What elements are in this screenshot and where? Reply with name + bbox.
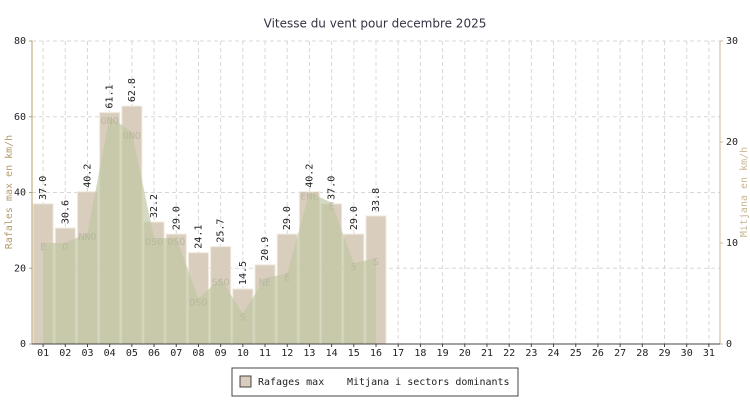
x-tick-label: 03: [81, 348, 93, 359]
sector-label: OSO: [189, 298, 207, 309]
x-tick-label: 21: [481, 348, 493, 359]
data-label: 29.0: [171, 206, 182, 230]
x-tick-label: 27: [614, 348, 626, 359]
x-tick-label: 12: [281, 348, 293, 359]
legend-swatch: [239, 375, 252, 388]
data-label: 24.1: [193, 225, 204, 249]
x-tick-label: 29: [658, 348, 670, 359]
sector-label: ENE: [300, 192, 318, 203]
x-tick-label: 23: [525, 348, 537, 359]
x-tick-label: 01: [37, 348, 49, 359]
area: [43, 116, 377, 344]
y2-tick-label: 20: [726, 137, 738, 148]
x-tick-label: 25: [570, 348, 582, 359]
y-tick-label: 20: [14, 263, 26, 274]
x-tick-label: 28: [636, 348, 648, 359]
data-label: 14.5: [238, 261, 249, 285]
y-axis-label: Rafales max en km/h: [4, 135, 15, 249]
x-tick-label: 16: [370, 348, 382, 359]
data-label: 33.8: [371, 188, 382, 212]
sector-label: NNO: [78, 232, 96, 243]
x-tick-label: 06: [148, 348, 160, 359]
legend-box: [231, 367, 519, 397]
sector-label: S: [240, 313, 246, 324]
x-tick-label: 31: [703, 348, 715, 359]
y2-tick-label: 30: [726, 36, 738, 47]
x-tick-label: 19: [437, 348, 449, 359]
data-label: 37.0: [327, 176, 338, 200]
sector-label: E: [40, 242, 46, 253]
y2-axis-label: Mitjana en km/h: [739, 147, 750, 237]
data-label: 61.1: [105, 84, 116, 108]
chart-title: Vitesse du vent pour decembre 2025: [264, 17, 487, 31]
x-tick-label: 08: [192, 348, 204, 359]
data-label: 40.2: [82, 164, 93, 188]
x-tick-label: 17: [392, 348, 404, 359]
y-tick-label: 80: [14, 36, 26, 47]
data-label: 29.0: [349, 206, 360, 230]
sector-label: OSO: [167, 237, 185, 248]
sector-label: SSO: [212, 277, 230, 288]
x-tick-label: 02: [59, 348, 71, 359]
x-tick-label: 26: [592, 348, 604, 359]
sector-label: NE: [259, 277, 271, 288]
data-label: 25.7: [216, 219, 227, 243]
y2-tick-label: 10: [726, 238, 738, 249]
x-tick-label: 15: [348, 348, 360, 359]
x-tick-label: 04: [104, 348, 116, 359]
sector-label: E: [284, 272, 290, 283]
y-tick-label: 40: [14, 188, 26, 199]
sector-label: S: [373, 257, 379, 268]
y-tick-label: 60: [14, 112, 26, 123]
sector-label: ONO: [123, 131, 141, 142]
data-label: 37.0: [38, 176, 49, 200]
x-tick-label: 05: [126, 348, 138, 359]
x-tick-label: 22: [503, 348, 515, 359]
x-tick-label: 20: [459, 348, 471, 359]
sector-label: S: [351, 262, 357, 273]
x-tick-label: 24: [548, 348, 560, 359]
data-label: 40.2: [304, 164, 315, 188]
data-label: 30.6: [60, 200, 71, 224]
x-tick-label: 07: [170, 348, 182, 359]
x-tick-label: 09: [215, 348, 227, 359]
data-label: 20.9: [260, 237, 271, 261]
sector-label: OSO: [145, 237, 163, 248]
x-tick-label: 30: [681, 348, 693, 359]
data-label: 62.8: [127, 78, 138, 102]
data-label: 32.2: [149, 194, 160, 218]
x-tick-label: 13: [303, 348, 315, 359]
x-tick-label: 11: [259, 348, 271, 359]
sector-label: ONO: [101, 116, 119, 127]
legend-label: Rafages max: [258, 377, 324, 388]
y-tick-label: 0: [20, 339, 26, 350]
sector-label: O: [62, 242, 68, 253]
x-tick-label: 18: [414, 348, 426, 359]
x-tick-label: 14: [326, 348, 338, 359]
y2-tick-label: 0: [726, 339, 732, 350]
sector-label: E: [329, 202, 335, 213]
x-tick-label: 10: [237, 348, 249, 359]
legend-label: Mitjana i sectors dominants: [347, 377, 510, 388]
data-label: 29.0: [282, 206, 293, 230]
